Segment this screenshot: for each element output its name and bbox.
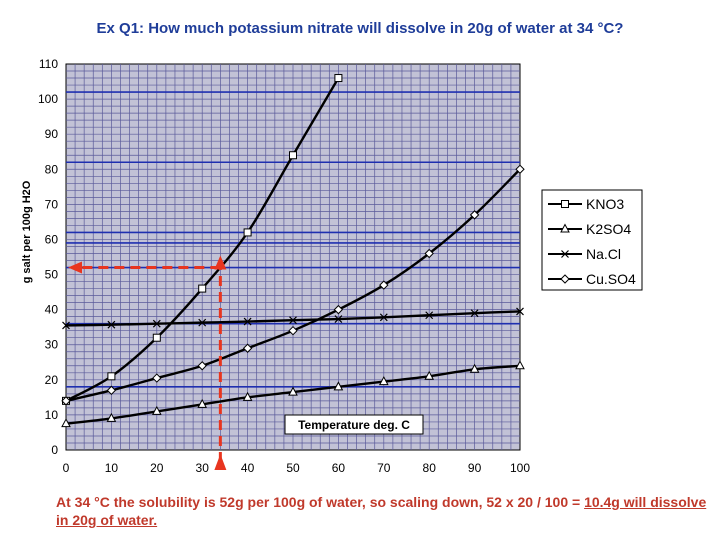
y-tick-label: 10 [45, 408, 59, 422]
data-point [289, 151, 297, 160]
x-tick-label: 0 [63, 461, 70, 475]
data-point [106, 385, 117, 396]
data-point [424, 248, 434, 259]
data-point [197, 398, 208, 408]
answer-result: 10.4g will dissolve in 20g of water. [56, 494, 707, 528]
x-axis-label: Temperature deg. C [298, 418, 410, 432]
x-axis-label-box [284, 414, 424, 435]
data-point [242, 343, 253, 353]
data-point [470, 309, 479, 318]
y-tick-label: 70 [45, 197, 59, 211]
data-point [152, 333, 161, 342]
data-point [107, 372, 116, 381]
legend-label: K2SO4 [586, 221, 631, 237]
legend-box [541, 189, 643, 291]
data-point [198, 318, 207, 327]
y-tick-label: 30 [45, 338, 59, 352]
y-tick-label: 80 [45, 162, 59, 176]
series-cu-so4 [61, 164, 525, 406]
data-point [289, 316, 297, 325]
data-point [333, 304, 344, 315]
data-point [516, 307, 524, 316]
legend-marker [561, 200, 569, 208]
legend-label: Cu.SO4 [586, 271, 636, 287]
data-point [334, 315, 343, 324]
data-point [243, 228, 252, 237]
data-point [425, 311, 434, 320]
data-point [152, 319, 161, 328]
data-point [288, 386, 298, 396]
question-title: Ex Q1: How much potassium nitrate will d… [96, 20, 624, 37]
series-k2so4 [61, 360, 525, 428]
data-point [515, 164, 525, 174]
data-point [333, 381, 344, 391]
data-point [334, 74, 343, 83]
data-point [469, 210, 480, 220]
legend-marker [561, 250, 569, 258]
data-point [242, 391, 253, 401]
y-tick-label: 50 [45, 268, 59, 282]
x-tick-label: 30 [196, 461, 210, 475]
data-point [469, 363, 480, 373]
y-tick-label: 90 [45, 127, 59, 141]
legend-marker [560, 274, 570, 284]
guide-layer [68, 255, 227, 470]
data-point [378, 376, 389, 386]
guide-arrow-up [214, 454, 227, 470]
x-tick-label: 100 [510, 461, 530, 475]
x-tick-label: 90 [468, 461, 482, 475]
data-point [424, 370, 435, 380]
y-tick-label: 40 [45, 303, 59, 317]
data-point [197, 361, 207, 371]
x-tick-label: 80 [423, 461, 437, 475]
data-point [379, 313, 388, 322]
data-point [379, 280, 389, 290]
y-tick-label: 60 [45, 232, 59, 246]
y-tick-label: 110 [39, 57, 58, 71]
guide-arrow-left [68, 261, 82, 274]
data-point [151, 405, 162, 415]
y-tick-label: 20 [45, 373, 59, 387]
legend: KNO3 K2SO4 Na.Cl Cu.SO4 [541, 189, 643, 291]
data-point [61, 418, 71, 428]
x-tick-label: 70 [377, 461, 391, 475]
y-axis-label: g salt per 100g H2O [21, 180, 33, 283]
legend-label: Na.Cl [586, 246, 621, 262]
y-tick-label: 0 [51, 443, 58, 457]
x-tick-label: 50 [286, 461, 300, 475]
data-point [106, 412, 117, 422]
x-tick-label: 20 [150, 461, 164, 475]
series-layer [61, 74, 525, 428]
x-tick-label: 10 [105, 461, 119, 475]
legend-label: KNO3 [586, 196, 624, 212]
axis-ticks: 0 10 20 30 40 50 60 70 80 90 100 0 10 20 30 40 50 60 70 80 9… [38, 57, 530, 475]
series-na-cl [62, 307, 524, 330]
x-tick-label: 40 [241, 461, 255, 475]
answer-text: At 34 °C the solubility is 52g per 100g … [56, 493, 711, 529]
x-tick-label: 60 [332, 461, 346, 475]
solubility-chart: 0 10 20 30 40 50 60 70 80 90 100 0 10 20 30 40 50 60 70 80 9… [21, 57, 643, 475]
legend-marker [560, 223, 570, 233]
data-point [243, 317, 252, 326]
data-point [288, 325, 298, 336]
data-point [152, 373, 162, 383]
data-point [62, 321, 70, 330]
y-tick-label: 100 [38, 92, 58, 106]
data-point [61, 396, 71, 406]
data-point [198, 284, 207, 293]
data-point [107, 320, 116, 329]
answer-sentence: At 34 °C the solubility is 52g per 100g … [56, 494, 585, 510]
guide-arrow-up-top [214, 255, 227, 270]
data-point [515, 360, 525, 370]
